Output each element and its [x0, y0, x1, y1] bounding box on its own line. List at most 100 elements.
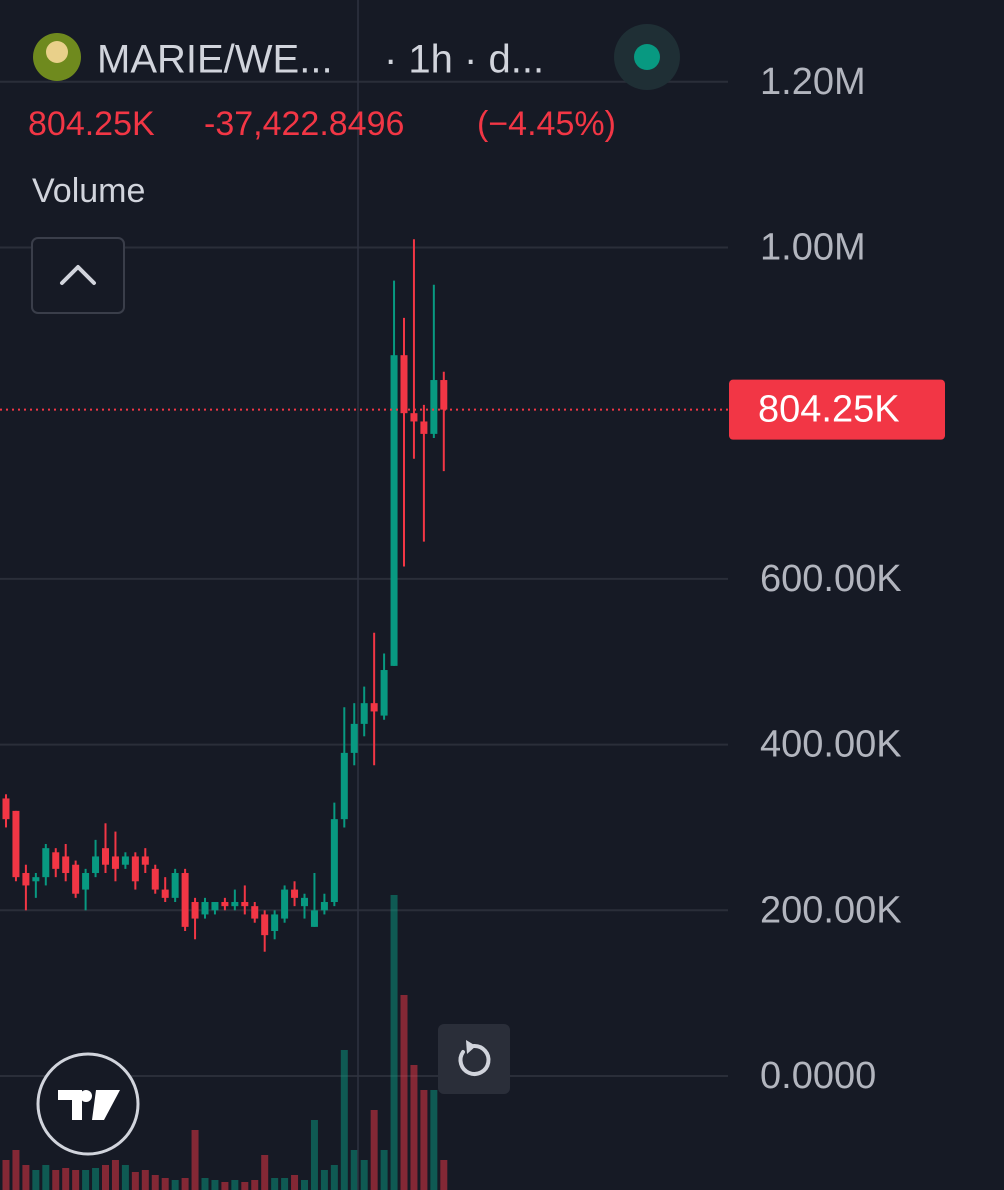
volume-bar	[231, 1180, 239, 1190]
candle-body	[340, 752, 348, 820]
candles	[2, 239, 448, 952]
volume-bar	[2, 1160, 10, 1190]
header-change: -37,422.8496	[204, 105, 404, 143]
volume-bar	[320, 1170, 328, 1190]
candle-body	[430, 380, 438, 434]
volume-bar	[22, 1165, 30, 1190]
volume-bar	[151, 1175, 159, 1190]
volume-bar	[191, 1130, 199, 1190]
candle-body	[2, 798, 10, 820]
tradingview-dot	[80, 1090, 92, 1102]
candle-body	[420, 421, 428, 434]
volume-bar	[271, 1178, 279, 1190]
volume-bar	[62, 1168, 70, 1190]
status-dot	[634, 44, 660, 70]
y-tick-label: 200.00K	[760, 889, 902, 931]
volume-bar	[171, 1180, 179, 1190]
volume-bar	[181, 1178, 189, 1190]
y-axis: 0.0000 200.00K 400.00K 600.00K 1.00M 1.20M	[760, 61, 902, 1097]
candle-body	[241, 902, 249, 907]
last-price-badge	[729, 379, 945, 440]
volume-bar	[380, 1150, 388, 1190]
y-tick-label: 400.00K	[760, 724, 902, 766]
volume-bar	[281, 1178, 289, 1190]
reset-icon	[458, 1043, 491, 1076]
volume-bar	[161, 1178, 169, 1190]
candle-body	[52, 852, 60, 869]
candle-body	[111, 856, 119, 869]
indicator-label: Volume	[32, 172, 145, 210]
candle-body	[440, 380, 448, 410]
candle-body	[82, 873, 90, 890]
volume-bar	[410, 1065, 418, 1190]
volume-bar	[400, 995, 408, 1190]
volume-bar	[440, 1160, 448, 1190]
volume-bar	[340, 1050, 348, 1190]
candle-body	[171, 873, 179, 898]
volume-bar	[360, 1160, 368, 1190]
candle-body	[231, 902, 239, 907]
candle-body	[281, 889, 289, 919]
candle-body	[191, 902, 199, 919]
reset-button[interactable]	[438, 1024, 510, 1094]
candle-body	[400, 355, 408, 414]
header-change-percent: (−4.45%)	[477, 105, 616, 143]
volume-bar	[92, 1168, 100, 1190]
candle-body	[410, 413, 418, 422]
y-tick-label: 600.00K	[760, 558, 902, 600]
volume-bar	[301, 1180, 308, 1190]
candle-body	[370, 703, 378, 712]
volume-bar	[390, 895, 398, 1190]
candle-body	[42, 848, 50, 878]
candle-body	[121, 856, 129, 865]
candle-body	[221, 902, 229, 907]
candle-body	[102, 848, 109, 865]
chevron-up-icon	[60, 265, 96, 285]
volume-bar	[310, 1120, 318, 1190]
interval[interactable]: · 1h · d...	[384, 38, 544, 82]
candle-body	[251, 906, 259, 919]
volume-bar	[261, 1155, 269, 1190]
candle-body	[211, 902, 219, 911]
volume-bar	[102, 1165, 109, 1190]
candle-body	[360, 703, 368, 724]
volume-bar	[32, 1170, 40, 1190]
volume-bar	[141, 1170, 149, 1190]
last-price-label: 804.25K	[758, 389, 900, 431]
volume-bar	[420, 1090, 428, 1190]
volume-bar	[291, 1175, 299, 1190]
volume-bar	[82, 1170, 90, 1190]
candle-body	[141, 856, 149, 865]
candle-body	[161, 889, 169, 898]
candle-body	[62, 856, 70, 874]
tradingview-logo[interactable]	[36, 1052, 140, 1156]
collapse-button[interactable]	[31, 237, 125, 314]
candle-body	[330, 819, 338, 903]
symbol[interactable]: MARIE/WE...	[97, 38, 333, 82]
volume-bar	[221, 1182, 229, 1190]
candle-body	[320, 902, 328, 911]
candle-body	[380, 670, 388, 716]
candle-body	[131, 856, 139, 882]
volume-bar	[211, 1180, 219, 1190]
candle-body	[181, 873, 189, 927]
candle-body	[92, 856, 100, 874]
volume-bar	[330, 1165, 338, 1190]
price-line: 804.25K	[0, 379, 945, 440]
header-price: 804.25K	[28, 105, 155, 143]
volume-bar	[72, 1170, 80, 1190]
volume-bar	[370, 1110, 378, 1190]
tradingview-mark	[58, 1090, 120, 1120]
candle-body	[32, 877, 40, 882]
volume-bar	[241, 1182, 249, 1190]
candle-body	[271, 914, 279, 932]
candle-body	[350, 723, 358, 753]
volume-bar	[430, 1090, 438, 1190]
volume-bar	[111, 1160, 119, 1190]
candle-body	[72, 864, 80, 894]
volume-bar	[201, 1178, 209, 1190]
candle-body	[390, 355, 398, 666]
